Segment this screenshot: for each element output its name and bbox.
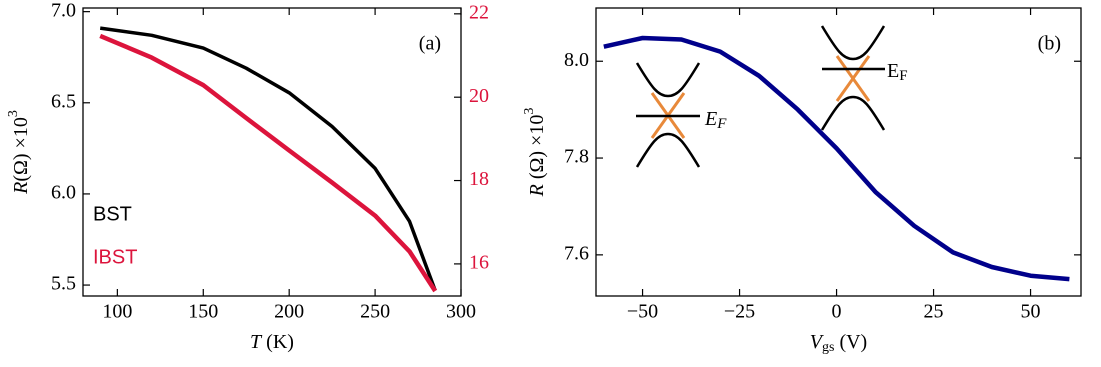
annotation-part: E: [704, 108, 717, 130]
inset-1: [635, 62, 701, 168]
y-axis-label-part: 3: [522, 108, 537, 115]
cone: [835, 55, 871, 102]
line-series: [99, 33, 438, 293]
annotation-part: E: [887, 60, 899, 82]
annotation-part: F: [899, 68, 907, 84]
y2-tick-label: 16: [469, 252, 489, 274]
x-axis-label: Vgs (V): [810, 331, 867, 356]
y-tick-label: 7.8: [564, 146, 589, 168]
x-axis-label-part: (V): [834, 331, 867, 353]
x-tick-label: 50: [1021, 301, 1041, 323]
y-tick-label: 7.0: [51, 0, 76, 21]
y2-tick-label: 20: [469, 85, 489, 107]
x-tick-label: 150: [188, 301, 218, 323]
line-series: [99, 26, 437, 292]
x-tick-label: 300: [446, 301, 476, 323]
plot-frame: [82, 7, 462, 297]
band-lower: [820, 95, 886, 131]
y-axis-label-part: R: [10, 182, 32, 195]
y2-tick-label: 18: [469, 168, 489, 190]
annotation: EF: [887, 60, 908, 85]
y-tick-label: 8.0: [564, 49, 589, 71]
panel-label: (b): [1038, 33, 1061, 55]
annotation-part: F: [716, 116, 727, 132]
x-tick-label: 25: [924, 301, 944, 323]
y-axis-label-part: (Ω) ×10: [526, 115, 548, 184]
x-tick-label: −50: [627, 301, 658, 323]
band-lower: [635, 132, 701, 168]
inset-2: [820, 25, 886, 131]
legend-entry: BST: [93, 203, 132, 225]
x-axis-label-part: V: [810, 331, 825, 353]
y-tick-label: 6.0: [51, 182, 76, 204]
x-tick-label: 0: [832, 301, 842, 323]
line-series: [603, 35, 1070, 282]
y-axis-label-part: 3: [6, 110, 21, 117]
x-tick-label: −25: [724, 301, 755, 323]
x-axis-label-part: (K): [261, 331, 294, 353]
x-tick-label: 100: [102, 301, 132, 323]
band-upper: [820, 25, 886, 61]
x-tick-label: 200: [274, 301, 304, 323]
y-tick-label: 5.5: [51, 273, 76, 295]
y-axis-label-part: R: [526, 184, 548, 197]
annotation: EF: [704, 108, 727, 133]
y-tick-label: 7.6: [564, 242, 589, 264]
x-axis-label-part: gs: [822, 340, 834, 355]
panel-label: (a): [419, 33, 441, 55]
y-axis-label: R (Ω) ×103: [522, 108, 547, 198]
x-axis-label-part: T: [250, 331, 263, 353]
x-axis-label: T (K): [250, 331, 294, 353]
legend-entry: IBST: [93, 246, 137, 268]
plot-frame: [595, 7, 1082, 297]
x-tick-label: 250: [360, 301, 390, 323]
y-axis-label: R(Ω) ×103: [6, 110, 31, 195]
y2-tick-label: 22: [469, 1, 489, 23]
y-tick-label: 6.5: [51, 90, 76, 112]
band-upper: [635, 62, 701, 98]
y-axis-label-part: (Ω) ×10: [10, 117, 32, 181]
